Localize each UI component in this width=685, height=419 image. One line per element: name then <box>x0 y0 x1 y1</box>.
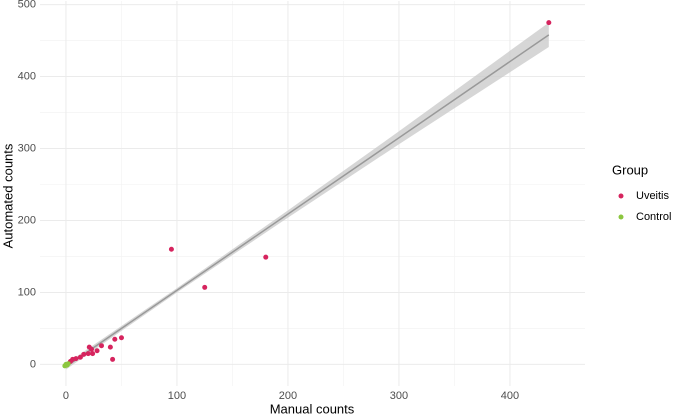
point <box>89 346 95 352</box>
plot-area <box>40 1 585 386</box>
y-tick-label: 300 <box>18 142 36 154</box>
y-tick-label: 500 <box>18 0 36 11</box>
y-tick-label: 0 <box>30 358 36 370</box>
point <box>98 343 104 349</box>
legend-label: Uveitis <box>636 190 670 202</box>
y-tick-label: 200 <box>18 214 36 226</box>
x-tick-label: 400 <box>501 390 519 402</box>
point <box>110 356 116 362</box>
legend-marker <box>618 193 624 199</box>
point <box>62 363 68 369</box>
point <box>81 351 87 357</box>
point <box>77 354 83 360</box>
legend-label: Control <box>636 211 671 223</box>
point <box>546 20 552 26</box>
legend-marker <box>618 214 624 220</box>
y-axis-title: Automated counts <box>0 143 15 248</box>
point <box>94 348 100 354</box>
x-axis-title: Manual counts <box>270 401 355 416</box>
point <box>118 335 124 341</box>
fit-line <box>65 34 550 368</box>
point <box>202 284 208 290</box>
y-tick-label: 100 <box>18 286 36 298</box>
x-tick-label: 100 <box>168 390 186 402</box>
x-tick-label: 200 <box>279 390 297 402</box>
point <box>107 344 113 350</box>
point <box>90 351 96 357</box>
y-tick-label: 400 <box>18 70 36 82</box>
x-tick-label: 300 <box>390 390 408 402</box>
point <box>85 351 91 357</box>
x-tick-label: 0 <box>63 390 69 402</box>
point <box>112 336 118 342</box>
point <box>263 254 269 260</box>
legend-title: Group <box>612 162 648 177</box>
point <box>168 246 174 252</box>
